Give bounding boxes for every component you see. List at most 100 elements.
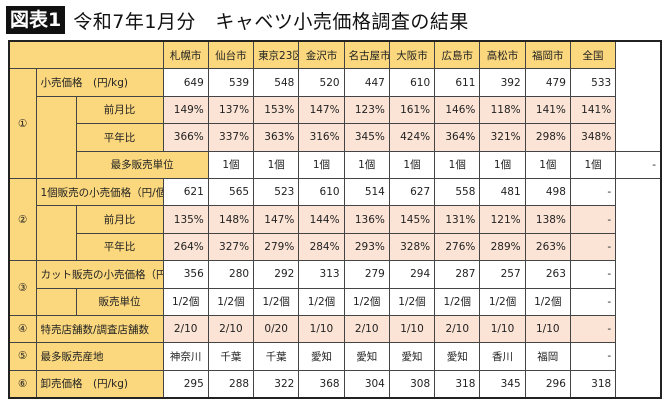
table-cell: 1/2個 (298, 287, 345, 316)
table-cell: 294 (388, 260, 436, 289)
row-label: 卸売価格 (円/kg) (35, 369, 164, 399)
table-cell: 298% (524, 123, 571, 152)
table-cell: 611 (434, 68, 481, 97)
table-cell: 328% (388, 232, 436, 262)
table-cell: 363% (253, 123, 300, 152)
table-cell: 1/10 (388, 314, 436, 344)
row-sublabel: 平年比 (75, 123, 164, 152)
table-cell: 308 (388, 369, 436, 399)
table-cell: 1/10 (479, 314, 526, 344)
table-cell: - (569, 232, 617, 262)
row-group-spacer (35, 95, 77, 179)
header-corner (8, 40, 164, 70)
row-label: 1個販売の小売価格（円/個) (35, 177, 164, 207)
table-cell: 392 (479, 68, 526, 97)
table-cell: 287 (434, 260, 481, 289)
row-sublabel: 前月比 (75, 95, 164, 125)
table-cell: 137% (207, 95, 255, 125)
table-cell: 149% (162, 95, 209, 125)
column-header: 札幌市 (162, 40, 209, 70)
table-cell: 539 (207, 68, 255, 97)
table-cell: 愛知 (388, 342, 436, 371)
table-cell: 1/2個 (434, 287, 481, 316)
table-cell: 福岡 (524, 342, 571, 371)
table-cell: 1個 (434, 150, 481, 179)
table-cell: 136% (343, 205, 390, 234)
table-cell: 649 (162, 68, 209, 97)
table-cell: 123% (343, 95, 390, 125)
row-number: ③ (8, 260, 37, 316)
table-cell: 2/10 (343, 314, 390, 344)
row-sublabel: 平年比 (75, 232, 164, 262)
row-label: 小売価格 (円/kg) (35, 68, 164, 97)
table-cell: 447 (343, 68, 390, 97)
table-cell: 131% (434, 205, 481, 234)
row-number: ② (8, 177, 37, 262)
table-cell: 481 (479, 177, 526, 207)
table-cell: 千葉 (253, 342, 300, 371)
table-row: ⑥ 卸売価格 (円/kg) 295 288 322 368 304 308 318 345 296 3… (8, 369, 661, 399)
table-cell: 610 (298, 177, 345, 207)
table-cell: 337% (207, 123, 255, 152)
table-cell: 1個 (569, 150, 617, 179)
table-row: 最多販売単位 1個 1個 1個 1個 1個 1個 1個 1個 1個 - (9, 150, 662, 179)
table-cell: 1/2個 (207, 287, 255, 316)
table-cell: 316% (298, 123, 345, 152)
table-cell: 264% (162, 232, 209, 262)
table-cell: 2/10 (207, 314, 255, 344)
table-cell: 345% (343, 123, 390, 152)
column-header: 金沢市 (298, 40, 345, 70)
row-number: ④ (8, 314, 37, 344)
table-cell: 1/2個 (343, 287, 390, 316)
row-label: 最多販売産地 (35, 342, 164, 371)
table-cell: 1個 (298, 150, 345, 179)
table-cell: 313 (298, 260, 345, 289)
table-cell: 356 (162, 260, 209, 289)
table-cell: 135% (162, 205, 209, 234)
row-number: ① (8, 68, 37, 179)
row-number: ⑥ (8, 369, 37, 399)
column-header: 名古屋市 (343, 40, 390, 70)
column-header: 広島市 (434, 40, 481, 70)
table-row: ③カット販売の小売価格（円）35628029231327929428725726… (8, 260, 661, 316)
table-cell: 千葉 (207, 342, 255, 371)
table-cell: 364% (434, 123, 481, 152)
column-header: 全国 (569, 40, 617, 70)
table-row: 前月比 135% 148% 147% 144% 136% 145% 131% 121% 138% - (9, 205, 661, 262)
table-cell: 138% (524, 205, 571, 234)
table-cell: 1/2個 (162, 287, 209, 316)
table-cell: 121% (479, 205, 526, 234)
table-cell: 296 (524, 369, 571, 399)
table-cell: 147% (298, 95, 345, 125)
table-cell: 322 (253, 369, 300, 399)
table-cell: 533 (569, 68, 617, 97)
table-cell: 144% (298, 205, 345, 234)
table-cell: 558 (434, 177, 481, 207)
table-cell: 520 (298, 68, 345, 97)
table-cell: 1個 (207, 150, 255, 179)
table-row: 販売単位 1/2個 1/2個 1/2個 1/2個 1/2個 1/2個 1/2個 1/2個 1/2個… (9, 287, 661, 316)
table-cell: - (569, 205, 617, 234)
column-header: 仙台市 (207, 40, 255, 70)
table-cell: 345 (479, 369, 526, 399)
table-cell: 1個 (388, 150, 436, 179)
table-cell: 愛知 (434, 342, 481, 371)
table-cell: - (569, 314, 617, 344)
title-bar: 図表1 令和7年1月分 キャベツ小売価格調査の結果 (6, 6, 469, 34)
column-header: 大阪市 (388, 40, 436, 70)
header-row: 札幌市 仙台市 東京23区 金沢市 名古屋市 大阪市 広島市 高松市 福岡市 全国 (8, 40, 661, 70)
table-row: ② 1個販売の小売価格（円/個) 621 565 523 610 514 627 558 481 4… (8, 177, 661, 262)
table-cell: 1個 (253, 150, 300, 179)
table-cell: - (569, 287, 617, 316)
table-cell: 293% (343, 232, 390, 262)
table-cell: 276% (434, 232, 481, 262)
table-cell: 514 (343, 177, 390, 207)
table-cell: 288 (207, 369, 255, 399)
table-cell: 2/10 (162, 314, 209, 344)
table-cell: 1/10 (298, 314, 345, 344)
table-cell: 1/2個 (388, 287, 436, 316)
column-header: 高松市 (479, 40, 526, 70)
table-cell: 神奈川 (162, 342, 209, 371)
table-cell: 289% (479, 232, 526, 262)
table-cell: 2/10 (434, 314, 481, 344)
